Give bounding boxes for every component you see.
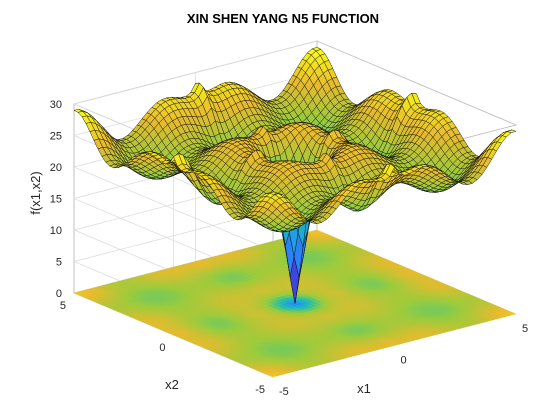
floor-contour-map	[73, 229, 517, 378]
contour-cell	[311, 229, 322, 234]
surface-plot	[73, 47, 517, 304]
